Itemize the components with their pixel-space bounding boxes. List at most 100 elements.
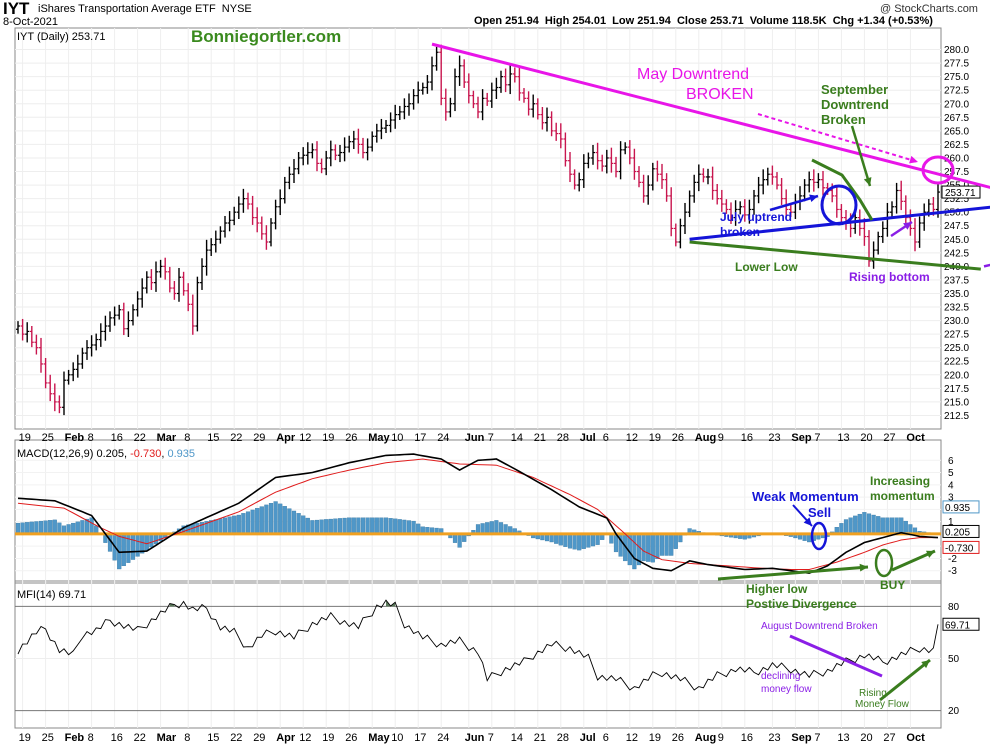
macd-histogram-bar [135, 533, 140, 557]
ohlc-bar [213, 230, 218, 253]
macd-histogram-bar [632, 533, 637, 570]
x-tick-label-bottom: 19 [649, 732, 661, 744]
price-y-tick-label: 227.5 [944, 330, 969, 341]
ohlc-bar [480, 89, 485, 121]
macd-line [17, 453, 939, 575]
ohlc-bar [462, 59, 467, 88]
fund-name: iShares Transportation Average ETF NYSE [38, 3, 252, 15]
ohlc-bar [282, 176, 287, 204]
ohlc-bar [278, 189, 283, 216]
ohlc-bar [692, 174, 697, 203]
ohlc-bar [443, 88, 448, 121]
mfi-y-tick-label: 50 [948, 654, 960, 665]
macd-histogram-bar [34, 521, 39, 535]
ohlc-bar [397, 105, 402, 120]
price-y-tick-label: 272.5 [944, 86, 969, 97]
ohlc-bar [821, 170, 825, 196]
macd-histogram-bar [218, 518, 223, 535]
ohlc-bar [236, 196, 241, 220]
macd-histogram-bar [268, 503, 274, 535]
price-y-tick-label: 262.5 [944, 140, 969, 151]
ohlc-bar [664, 173, 669, 202]
ohlc-bar [333, 144, 338, 161]
ohlc-bar [558, 123, 563, 149]
x-tick-label: Jul [580, 432, 596, 444]
mfi-august-downtrend-line [789, 634, 883, 678]
x-tick-label: May [368, 432, 390, 444]
ohlc-bar [144, 271, 149, 294]
ohlc-bar [609, 147, 614, 173]
ohlc-bar [545, 107, 549, 132]
ohlc-bar [641, 174, 646, 203]
ohlc-bar [807, 171, 812, 193]
x-tick-label-bottom: 23 [768, 732, 780, 744]
price-y-tick-label: 212.5 [944, 411, 969, 422]
ohlc-bar [158, 259, 163, 278]
july-broken-arrow [769, 194, 819, 212]
price-y-tick-label: 280.0 [944, 45, 969, 56]
ohlc-bar [627, 140, 632, 165]
x-tick-label: 28 [557, 432, 569, 444]
x-tick-label-bottom: 12 [626, 732, 638, 744]
ohlc-bar [485, 92, 490, 106]
x-tick-label-bottom: 28 [557, 732, 569, 744]
ohlc-bar [917, 216, 922, 248]
may-broken-label: BROKEN [686, 86, 754, 103]
x-tick-label: 15 [207, 432, 219, 444]
macd-histogram-bar [43, 520, 48, 535]
macd-histogram-bar [38, 520, 44, 535]
macd-signal-line [17, 458, 938, 570]
x-tick-label: 9 [718, 432, 724, 444]
ohlc-readout: Open 251.94 High 254.01 Low 251.94 Close… [474, 15, 933, 27]
x-tick-label: 19 [322, 432, 334, 444]
ohlc-bar [770, 165, 775, 185]
ohlc-bar [531, 94, 536, 118]
may-broken-arrow-head [909, 155, 918, 164]
macd-signal-value: -0.730 [130, 448, 162, 460]
ohlc-bar [508, 63, 513, 95]
x-tick-label-bottom: 17 [414, 732, 426, 744]
ohlc-bar [448, 97, 453, 118]
ohlc-bar [439, 44, 444, 106]
rising-money-flow-label-2: Money Flow [855, 699, 909, 710]
macd-histogram-bar [89, 517, 94, 535]
ohlc-bar [361, 137, 365, 159]
macd-histogram-bar [383, 517, 389, 535]
macd-histogram-bar [301, 515, 306, 535]
higher-low-arrow-head [859, 563, 868, 572]
ohlc-bar [747, 199, 752, 224]
macd-histogram-bar [314, 519, 320, 535]
macd-histogram-bar [889, 517, 895, 535]
ohlc-bar [57, 395, 62, 414]
x-tick-label: 21 [534, 432, 546, 444]
declining-money-flow-label-1: declining [761, 671, 801, 682]
macd-histogram-bar [411, 520, 416, 535]
macd-histogram-bar [52, 519, 57, 535]
x-tick-label-bottom: 25 [42, 732, 54, 744]
ohlc-bar [324, 150, 329, 176]
ohlc-bar [554, 122, 559, 141]
macd-histogram-bar [572, 533, 577, 550]
x-tick-label-bottom: 26 [672, 732, 684, 744]
ohlc-bar [154, 261, 158, 292]
macd-histogram-bar [388, 518, 393, 535]
macd-histogram-bar [75, 521, 80, 535]
x-tick-label-bottom: 8 [184, 732, 190, 744]
macd-histogram-bar [342, 517, 347, 535]
ohlc-bar [34, 334, 39, 355]
ohlc-bar [834, 186, 839, 218]
sept-broken-arrow-head [863, 177, 872, 186]
macd-histogram-bar [282, 506, 287, 535]
ohlc-bar [379, 118, 384, 140]
x-tick-label: 13 [837, 432, 849, 444]
trendline [431, 42, 990, 189]
macd-histogram-bar [876, 516, 881, 535]
macd-signal-last-label-box [942, 540, 980, 554]
price-y-tick-label: 237.5 [944, 275, 969, 286]
ohlc-bar [121, 302, 126, 336]
macd-histogram-bar [273, 501, 278, 535]
x-tick-label: 26 [672, 432, 684, 444]
x-tick-label: Apr [276, 432, 296, 444]
ohlc-bar [43, 357, 48, 389]
ohlc-bar [811, 169, 816, 192]
